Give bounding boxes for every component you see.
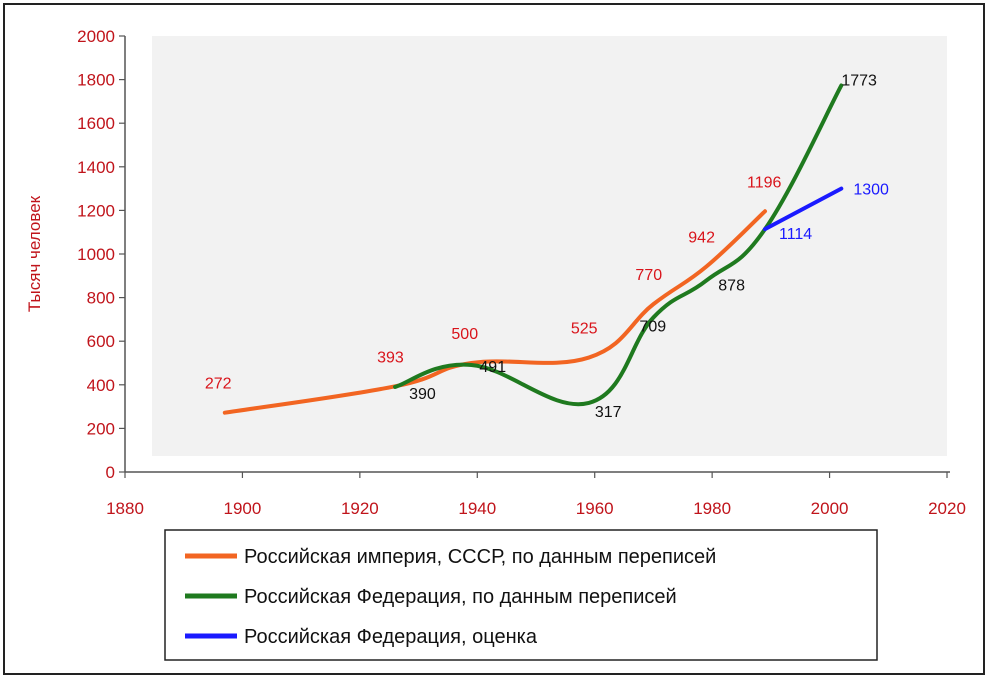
- y-tick-label: 2000: [77, 27, 115, 46]
- x-tick-label: 2000: [811, 499, 849, 518]
- data-labels: 272 393 500 525 770 942 1196 390 491 317 709 878 177…: [205, 72, 889, 420]
- series-lines: [222, 83, 844, 415]
- data-label: 491: [479, 359, 506, 376]
- y-tick-label: 800: [87, 289, 115, 308]
- y-axis-label: Тысяч человек: [25, 195, 44, 312]
- plot-area: [152, 36, 947, 456]
- data-label: 317: [595, 404, 622, 421]
- data-label: 942: [688, 230, 715, 247]
- data-label: 393: [377, 349, 404, 366]
- data-label: 525: [571, 321, 598, 338]
- legend: Российская империя, СССР, по данным пере…: [164, 529, 878, 661]
- data-label: 709: [639, 318, 666, 335]
- legend-label-empire: Российская империя, СССР, по данным пере…: [244, 546, 716, 568]
- data-label: 770: [635, 267, 662, 284]
- series-line-federation-census: [393, 83, 844, 407]
- y-tick-label: 600: [87, 332, 115, 351]
- x-tick-label: 1960: [576, 499, 614, 518]
- x-tick-label: 1940: [458, 499, 496, 518]
- data-label: 1196: [747, 174, 782, 191]
- data-label: 1300: [853, 182, 889, 199]
- y-tick-label: 1000: [77, 245, 115, 264]
- legend-label-federation-estimate: Российская Федерация, оценка: [244, 626, 538, 648]
- data-label: 390: [409, 386, 436, 403]
- y-tick-label: 0: [106, 463, 115, 482]
- y-tick-label: 400: [87, 376, 115, 395]
- x-tick-label: 1920: [341, 499, 379, 518]
- x-ticks: 1880 1900 1920 1940 1960 1980 2000 2020: [106, 472, 966, 518]
- series-line-empire: [222, 209, 767, 415]
- x-tick-label: 1880: [106, 499, 144, 518]
- legend-box: [164, 529, 878, 661]
- series-line-federation-estimate: [762, 186, 844, 232]
- y-tick-label: 1200: [77, 201, 115, 220]
- legend-label-federation-census: Российская Федерация, по данным переписе…: [244, 586, 677, 608]
- x-tick-label: 1900: [224, 499, 262, 518]
- data-label: 1114: [779, 226, 812, 243]
- y-tick-label: 1400: [77, 158, 115, 177]
- data-label: 1773: [841, 72, 877, 89]
- data-label: 272: [205, 376, 232, 393]
- y-tick-label: 1800: [77, 71, 115, 90]
- data-label: 878: [718, 278, 745, 295]
- y-tick-label: 200: [87, 419, 115, 438]
- y-tick-label: 1600: [77, 114, 115, 133]
- y-ticks: 0 200 400 600 800 1000 1200 1400 1600 1800 2000: [77, 27, 125, 482]
- x-tick-label: 2020: [928, 499, 966, 518]
- x-tick-label: 1980: [693, 499, 731, 518]
- data-label: 500: [451, 326, 478, 343]
